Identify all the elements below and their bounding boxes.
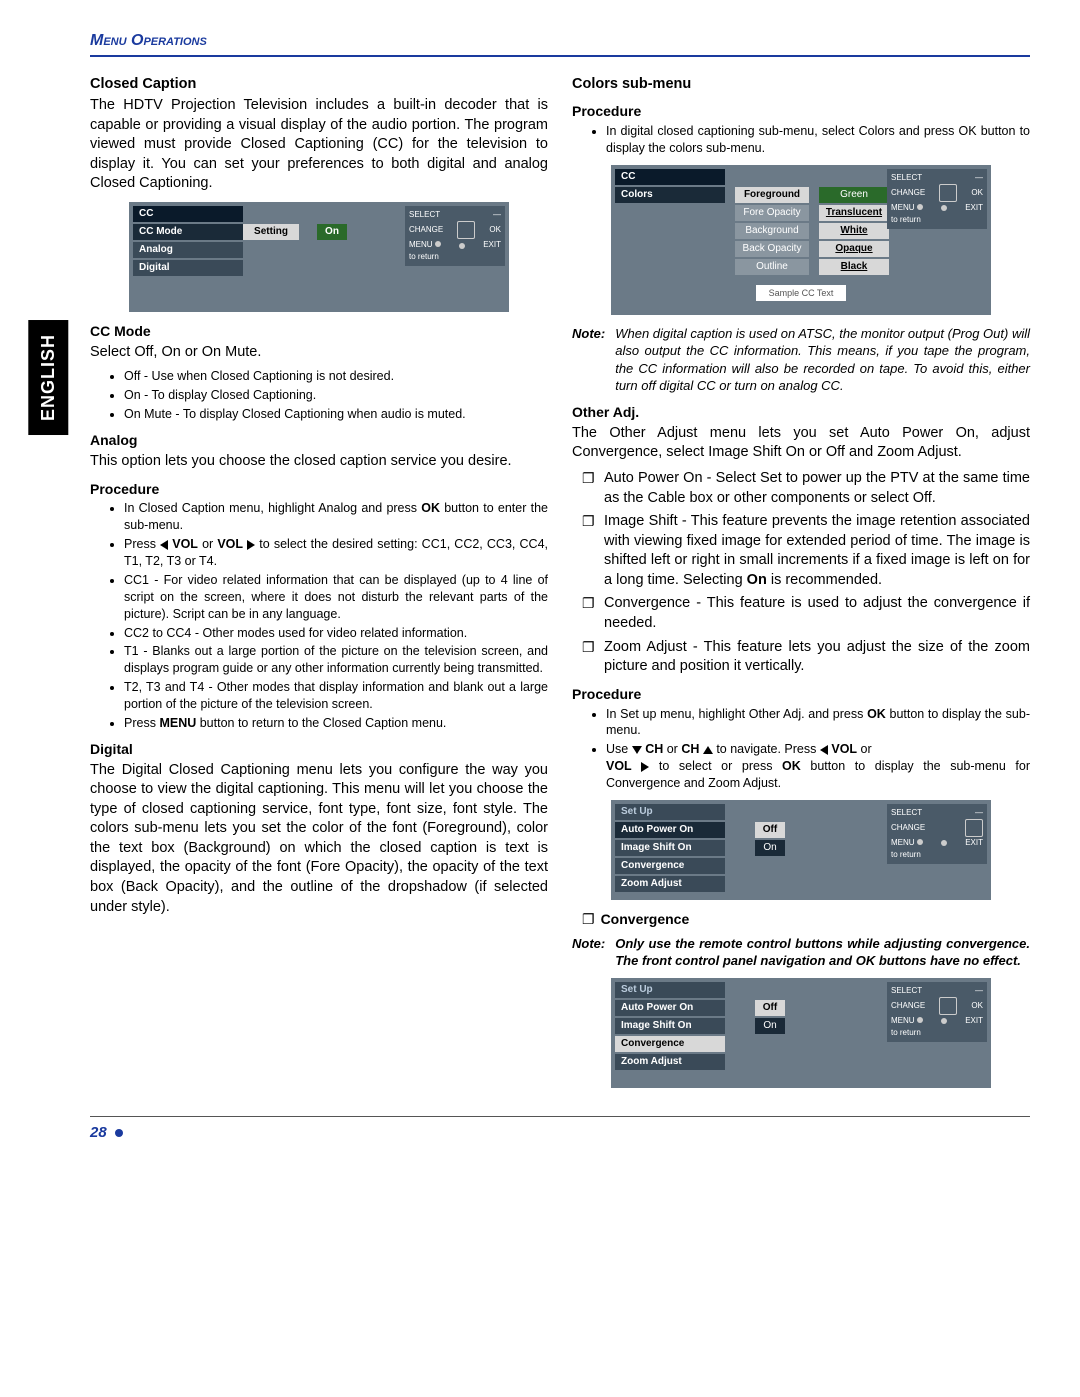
para-other-adj: The Other Adjust menu lets you set Auto … <box>572 424 1030 463</box>
page: Menu Operations Closed Caption The HDTV … <box>0 0 1080 1183</box>
heading-procedure-colors: Procedure <box>572 102 1030 121</box>
proc1-item: Press MENU button to return to the Close… <box>124 715 548 732</box>
proc1-item: T1 - Blanks out a large portion of the p… <box>124 643 548 677</box>
proc1-item: Press VOL or VOL to select the desired s… <box>124 536 548 570</box>
heading-closed-caption: Closed Caption <box>90 75 548 95</box>
proc1-item: T2, T3 and T4 - Other modes that display… <box>124 679 548 713</box>
para-cc-mode: Select Off, On or On Mute. <box>90 343 548 363</box>
list-cc-mode: Off - Use when Closed Captioning is not … <box>124 368 548 423</box>
heading-cc-mode: CC Mode <box>90 322 548 341</box>
page-number: 28 <box>90 1116 1030 1143</box>
para-digital: The Digital Closed Captioning menu lets … <box>90 761 548 918</box>
page-bullet-icon <box>115 1129 123 1137</box>
proc2-item: Use CH or CH to navigate. Press VOL orVO… <box>606 741 1030 792</box>
para-analog: This option lets you choose the closed c… <box>90 452 548 472</box>
heading-convergence: Convergence <box>601 910 690 929</box>
left-column: Closed Caption The HDTV Projection Telev… <box>90 65 548 1098</box>
heading-colors-submenu: Colors sub-menu <box>572 75 1030 95</box>
heading-procedure-1: Procedure <box>90 480 548 499</box>
heading-procedure-2: Procedure <box>572 685 1030 704</box>
osd-cc-menu: SELECT— CHANGEOK MENU EXIT to return CC … <box>129 202 509 312</box>
osd-legend: SELECT— CHANGEOK MENU EXIT to return <box>405 206 505 266</box>
list-procedure-1: In Closed Caption menu, highlight Analog… <box>124 500 548 731</box>
list-other-adj: Auto Power On - Select Set to power up t… <box>582 469 1030 677</box>
heading-digital: Digital <box>90 740 548 759</box>
note-convergence: Note: Only use the remote control button… <box>572 935 1030 970</box>
heading-other-adj: Other Adj. <box>572 403 1030 422</box>
osd-colors-menu: SELECT— CHANGEOK MENU EXIT to return CC … <box>611 165 991 315</box>
proc1-item: In Closed Caption menu, highlight Analog… <box>124 500 548 534</box>
para-closed-caption: The HDTV Projection Television includes … <box>90 96 548 194</box>
osd-legend: SELECT— CHANGEOK MENU EXIT to return <box>887 169 987 229</box>
note-digital-caption: Note: When digital caption is used on AT… <box>572 325 1030 395</box>
osd-setup-menu-1: SELECT— CHANGE MENU EXIT to return Set U… <box>611 800 991 900</box>
proc1-item: CC1 - For video related information that… <box>124 572 548 623</box>
proc1-item: CC2 to CC4 - Other modes used for video … <box>124 625 548 642</box>
right-column: Colors sub-menu Procedure In digital clo… <box>572 65 1030 1098</box>
osd-legend: SELECT— CHANGE MENU EXIT to return <box>887 804 987 864</box>
osd-setup-menu-2: SELECT— CHANGEOK MENU EXIT to return Set… <box>611 978 991 1088</box>
item-image-shift: Image Shift - This feature prevents the … <box>582 512 1030 590</box>
list-colors-proc: In digital closed captioning sub-menu, s… <box>606 123 1030 157</box>
osd-legend: SELECT— CHANGEOK MENU EXIT to return <box>887 982 987 1042</box>
proc2-item: In Set up menu, highlight Other Adj. and… <box>606 706 1030 740</box>
heading-analog: Analog <box>90 431 548 450</box>
list-procedure-2: In Set up menu, highlight Other Adj. and… <box>606 706 1030 792</box>
section-header: Menu Operations <box>90 30 1030 57</box>
sample-cc-text: Sample CC Text <box>756 285 846 301</box>
